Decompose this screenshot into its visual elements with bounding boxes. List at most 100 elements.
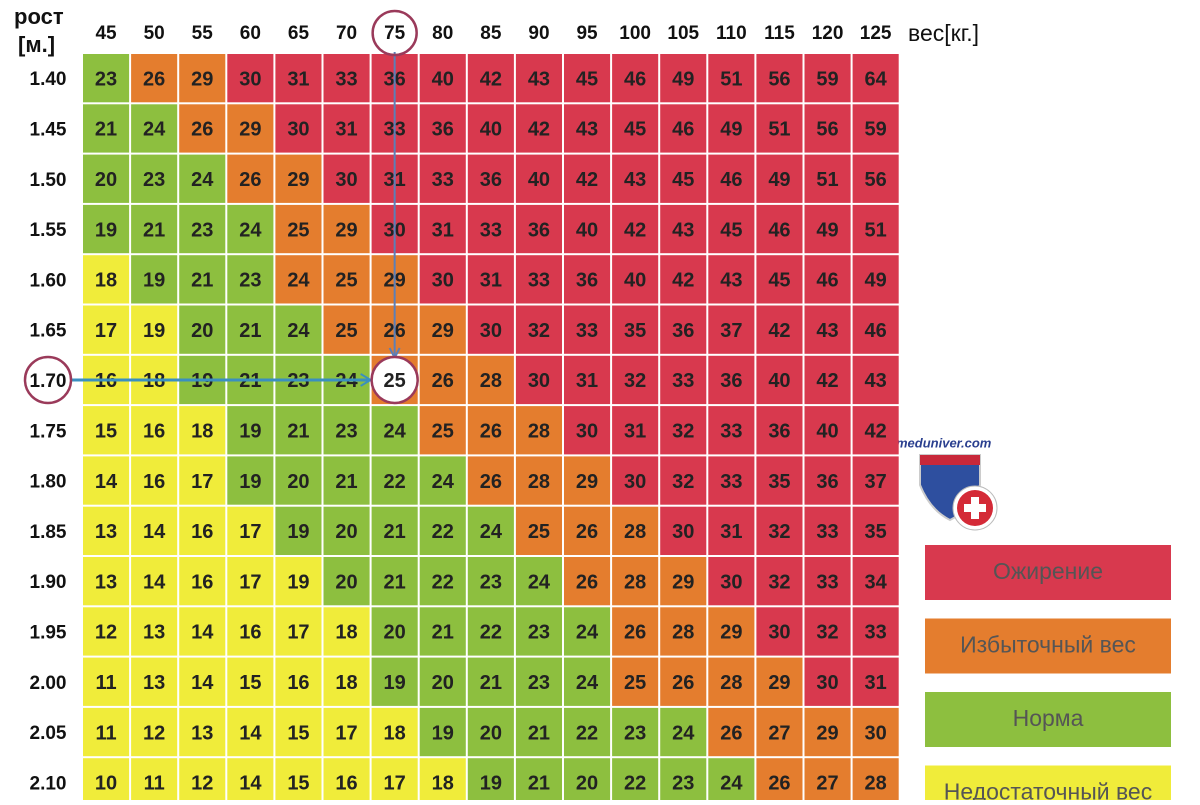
cell [131, 305, 178, 354]
cell-value: 42 [528, 119, 550, 141]
cell [612, 707, 659, 757]
cell-value: 32 [624, 370, 646, 392]
cell [83, 758, 130, 805]
cell-value: 40 [432, 68, 454, 90]
cell [275, 657, 322, 706]
cell [660, 305, 707, 354]
cell-value: 21 [143, 219, 165, 241]
cell [515, 154, 562, 203]
cell-value: 11 [95, 722, 116, 744]
cell [660, 657, 707, 706]
cell-value: 33 [528, 270, 550, 292]
legend-label: Недостаточный вес [944, 779, 1152, 800]
cell [323, 758, 370, 805]
cell [804, 54, 851, 103]
cell-value: 21 [480, 672, 502, 694]
cell-value: 34 [865, 571, 888, 593]
cell [515, 255, 562, 304]
cell-value: 24 [287, 320, 310, 342]
legend-swatch [925, 765, 1171, 805]
cell [419, 758, 466, 805]
cell-value: 19 [239, 471, 261, 493]
cell [612, 406, 659, 455]
cell-value: 30 [576, 421, 598, 443]
cell-value: 19 [143, 270, 165, 292]
weight-header: 90 [528, 23, 549, 44]
cell [83, 204, 130, 254]
cell [756, 456, 803, 505]
cell-value: 28 [528, 421, 550, 443]
cell [227, 607, 274, 656]
cell-value: 30 [480, 320, 502, 342]
cell-value: 24 [480, 521, 503, 543]
cell [419, 255, 466, 304]
cell [83, 607, 130, 656]
height-header: 1.75 [30, 421, 67, 442]
cell [227, 154, 274, 203]
cell-value: 21 [384, 571, 406, 593]
weight-header: 85 [480, 23, 502, 44]
cell-value: 45 [720, 219, 742, 241]
cell-value: 19 [287, 571, 309, 593]
cell [852, 104, 899, 153]
cell-value: 56 [865, 169, 887, 191]
cell [227, 506, 274, 555]
cell-value: 16 [191, 521, 213, 543]
cell [467, 154, 514, 203]
cell-value: 15 [287, 722, 309, 744]
cell-value: 16 [191, 571, 213, 593]
cell [275, 154, 322, 203]
cell [275, 104, 322, 153]
cell [419, 707, 466, 757]
cell-value: 59 [816, 68, 838, 90]
cells: 45 50 55 60 65 70 75 80 85 90 95 100 105 110 115 120 125… [30, 23, 899, 805]
cell [660, 104, 707, 153]
cell-value: 40 [816, 421, 838, 443]
cell [756, 406, 803, 455]
cell [131, 204, 178, 254]
cell-value: 36 [432, 119, 454, 141]
cell [515, 54, 562, 103]
cell [612, 506, 659, 555]
cell-value: 42 [624, 219, 646, 241]
cell-value: 20 [191, 320, 213, 342]
cell [612, 204, 659, 254]
cell-value: 30 [287, 119, 309, 141]
weight-header: 80 [432, 23, 453, 44]
cell [660, 255, 707, 304]
cell-value: 24 [576, 672, 599, 694]
cell-value: 21 [335, 471, 357, 493]
cell-value: 26 [768, 773, 790, 795]
cell [179, 607, 226, 656]
cell-value: 33 [432, 169, 454, 191]
cell-value: 15 [287, 773, 309, 795]
cell-value: 33 [480, 219, 502, 241]
cell [612, 758, 659, 805]
cell-value: 12 [191, 773, 213, 795]
cell-value: 16 [335, 773, 357, 795]
height-header: 2.00 [30, 673, 67, 694]
cell [467, 456, 514, 505]
cell [756, 255, 803, 304]
cell-value: 31 [720, 521, 742, 543]
cell-value: 29 [768, 672, 790, 694]
cell-value: 24 [239, 219, 262, 241]
cell [564, 707, 611, 757]
cell-value: 17 [239, 571, 261, 593]
cell [179, 104, 226, 153]
cell [708, 54, 755, 103]
cell [179, 506, 226, 555]
cell-value: 30 [865, 722, 887, 744]
cell-value: 28 [624, 521, 646, 543]
cell [419, 154, 466, 203]
cell-value: 11 [144, 773, 165, 795]
cell [515, 506, 562, 555]
cell-value: 40 [576, 219, 598, 241]
weight-header: 100 [619, 23, 651, 44]
cell-value: 45 [672, 169, 694, 191]
height-header: 1.40 [30, 69, 67, 90]
cell-value: 19 [432, 722, 454, 744]
cell [515, 607, 562, 656]
cell [131, 406, 178, 455]
cell-value: 14 [143, 571, 166, 593]
